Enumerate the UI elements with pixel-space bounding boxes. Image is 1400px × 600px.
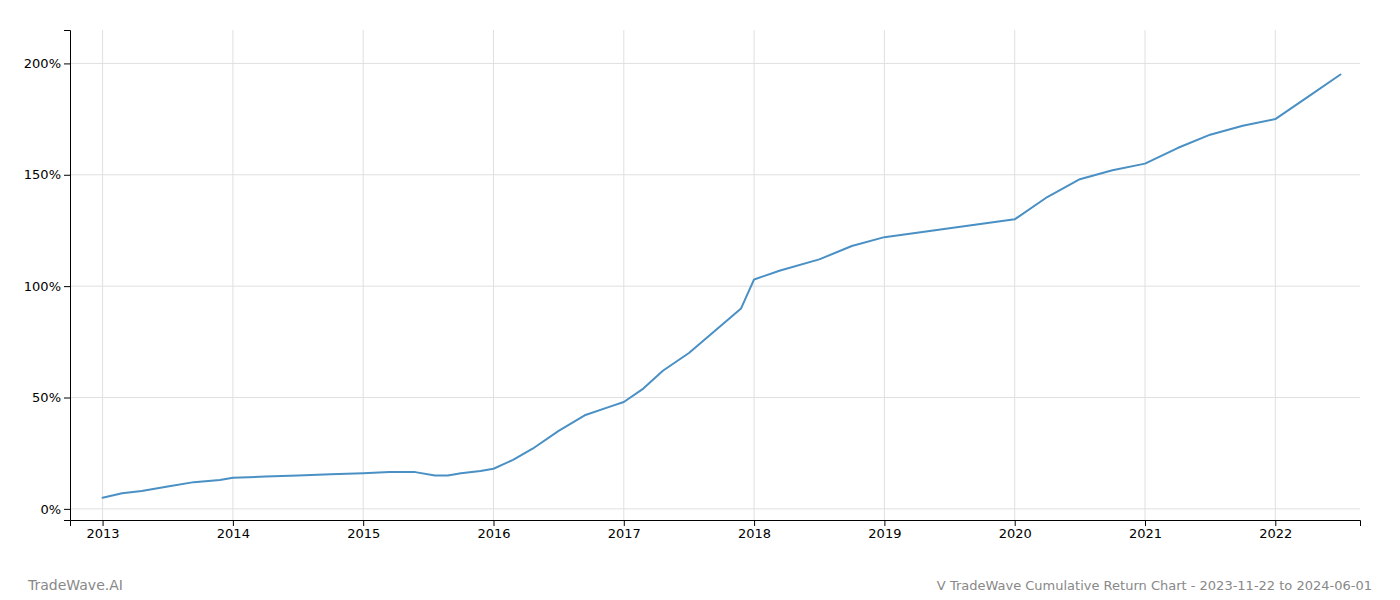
tick-mark bbox=[103, 520, 104, 526]
tick-mark bbox=[64, 509, 70, 510]
tick-mark bbox=[1275, 520, 1276, 526]
tick-mark bbox=[64, 175, 70, 176]
tick-mark bbox=[1015, 520, 1016, 526]
tick-mark bbox=[233, 520, 234, 526]
series bbox=[103, 75, 1341, 498]
tick-label: 2020 bbox=[999, 526, 1032, 541]
grid-line-x bbox=[102, 30, 103, 520]
tick: 0% bbox=[40, 502, 70, 517]
axis-line bbox=[64, 31, 71, 521]
tick-mark bbox=[624, 520, 625, 526]
tick-mark bbox=[64, 398, 70, 399]
grid-line-x bbox=[1145, 30, 1146, 520]
plot: 2013 2014 2015 2016 2017 2018 2019 2020 2021 2022… bbox=[24, 30, 1361, 541]
tick: 2022 bbox=[1259, 520, 1292, 541]
tick-label: 2013 bbox=[87, 526, 120, 541]
grid-line-x bbox=[754, 30, 755, 520]
grid-line-y bbox=[70, 397, 1360, 398]
watermark: TradeWave.AI bbox=[27, 577, 123, 593]
grid-line-y bbox=[70, 174, 1360, 175]
tick-mark bbox=[1145, 520, 1146, 526]
tick-label: 2019 bbox=[868, 526, 901, 541]
tick: 2018 bbox=[738, 520, 771, 541]
grid-line-x bbox=[232, 30, 233, 520]
x-axis: 2013 2014 2015 2016 2017 2018 2019 2020 2021 2022 bbox=[71, 520, 1361, 541]
tick: 2019 bbox=[868, 520, 901, 541]
tick: 2015 bbox=[347, 520, 380, 541]
tick: 2020 bbox=[999, 520, 1032, 541]
grid-line-x bbox=[363, 30, 364, 520]
tick: 2017 bbox=[608, 520, 641, 541]
tick: 100% bbox=[24, 279, 70, 294]
tick: 50% bbox=[32, 390, 70, 405]
line bbox=[103, 75, 1341, 498]
tick: 2016 bbox=[477, 520, 510, 541]
tick-label: 2016 bbox=[477, 526, 510, 541]
grid-line-x bbox=[1275, 30, 1276, 520]
tick-mark bbox=[754, 520, 755, 526]
grid-line-x bbox=[884, 30, 885, 520]
title: V TradeWave Cumulative Return Chart - 20… bbox=[937, 578, 1372, 593]
tick: 150% bbox=[24, 167, 70, 182]
tick-label: 50% bbox=[32, 390, 61, 405]
y-axis: 0% 50% 100% 150% 200% bbox=[24, 31, 71, 521]
tick-label: 2022 bbox=[1259, 526, 1292, 541]
tick: 200% bbox=[24, 56, 70, 71]
tick-label: 150% bbox=[24, 167, 61, 182]
tick-label: 2018 bbox=[738, 526, 771, 541]
grid-line-x bbox=[493, 30, 494, 520]
tick-label: 2017 bbox=[608, 526, 641, 541]
chart: 2013 2014 2015 2016 2017 2018 2019 2020 2021 2022… bbox=[0, 0, 1400, 600]
grid-line-y bbox=[70, 63, 1360, 64]
grid-line-x bbox=[623, 30, 624, 520]
tick-label: 0% bbox=[40, 502, 61, 517]
tick-mark bbox=[64, 286, 70, 287]
grid-line-y bbox=[70, 508, 1360, 509]
tick: 2013 bbox=[87, 520, 120, 541]
tick-mark bbox=[64, 63, 70, 64]
tick-label: 2021 bbox=[1129, 526, 1162, 541]
grid bbox=[70, 30, 1360, 520]
tick-label: 2015 bbox=[347, 526, 380, 541]
tick: 2021 bbox=[1129, 520, 1162, 541]
tick-label: 2014 bbox=[217, 526, 250, 541]
axis-line bbox=[71, 521, 1361, 527]
tick-mark bbox=[493, 520, 494, 526]
tick-mark bbox=[363, 520, 364, 526]
tick: 2014 bbox=[217, 520, 250, 541]
tick-mark bbox=[884, 520, 885, 526]
grid-line-y bbox=[70, 286, 1360, 287]
grid-line-x bbox=[1014, 30, 1015, 520]
tick-label: 100% bbox=[24, 279, 61, 294]
tick-label: 200% bbox=[24, 56, 61, 71]
